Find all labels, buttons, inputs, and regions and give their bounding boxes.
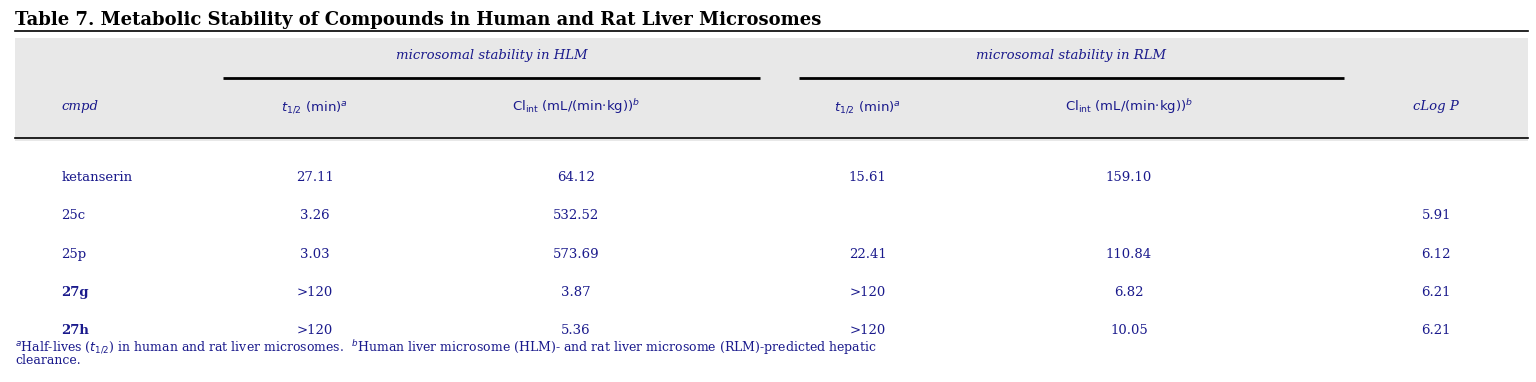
Text: cmpd: cmpd	[61, 100, 98, 113]
Text: $t_{1/2}\ \mathrm{(min)}^a$: $t_{1/2}\ \mathrm{(min)}^a$	[834, 99, 902, 115]
Text: $t_{1/2}\ \mathrm{(min)}^a$: $t_{1/2}\ \mathrm{(min)}^a$	[281, 99, 349, 115]
Text: 110.84: 110.84	[1106, 248, 1152, 261]
Text: $\mathrm{Cl_{int}\ (mL/(min{\cdot}kg))^{\mathit{b}}}$: $\mathrm{Cl_{int}\ (mL/(min{\cdot}kg))^{…	[511, 97, 641, 117]
Text: >120: >120	[296, 324, 333, 337]
Text: 6.21: 6.21	[1421, 324, 1452, 337]
Text: 25c: 25c	[61, 209, 86, 222]
Text: >120: >120	[849, 286, 886, 299]
Text: >120: >120	[849, 324, 886, 337]
Text: 3.87: 3.87	[561, 286, 591, 299]
Text: 15.61: 15.61	[849, 171, 886, 184]
Text: 22.41: 22.41	[849, 248, 886, 261]
Text: 27g: 27g	[61, 286, 89, 299]
Text: >120: >120	[296, 286, 333, 299]
Text: 6.82: 6.82	[1114, 286, 1144, 299]
Text: microsomal stability in RLM: microsomal stability in RLM	[977, 49, 1166, 62]
Text: 6.21: 6.21	[1421, 286, 1452, 299]
Text: 3.03: 3.03	[300, 248, 330, 261]
Text: 64.12: 64.12	[558, 171, 594, 184]
Text: 25p: 25p	[61, 248, 86, 261]
Text: 159.10: 159.10	[1106, 171, 1152, 184]
Text: microsomal stability in HLM: microsomal stability in HLM	[396, 49, 587, 62]
Text: clearance.: clearance.	[15, 354, 81, 367]
Text: cLog P: cLog P	[1413, 100, 1459, 113]
Text: 573.69: 573.69	[553, 248, 599, 261]
Text: 6.12: 6.12	[1421, 248, 1452, 261]
Text: $^a$Half-lives ($t_{1/2}$) in human and rat liver microsomes.  $^b$Human liver m: $^a$Half-lives ($t_{1/2}$) in human and …	[15, 338, 877, 357]
Text: 27.11: 27.11	[296, 171, 333, 184]
Text: 3.26: 3.26	[300, 209, 330, 222]
Text: 27h: 27h	[61, 324, 89, 337]
Text: $\mathrm{Cl_{int}\ (mL/(min{\cdot}kg))^{\mathit{b}}}$: $\mathrm{Cl_{int}\ (mL/(min{\cdot}kg))^{…	[1064, 97, 1193, 117]
Text: 10.05: 10.05	[1111, 324, 1147, 337]
Text: ketanserin: ketanserin	[61, 171, 132, 184]
Bar	[15, 38, 1528, 141]
Text: 532.52: 532.52	[553, 209, 599, 222]
Text: 5.91: 5.91	[1421, 209, 1452, 222]
Text: 5.36: 5.36	[561, 324, 591, 337]
Text: Table 7. Metabolic Stability of Compounds in Human and Rat Liver Microsomes: Table 7. Metabolic Stability of Compound…	[15, 11, 822, 29]
